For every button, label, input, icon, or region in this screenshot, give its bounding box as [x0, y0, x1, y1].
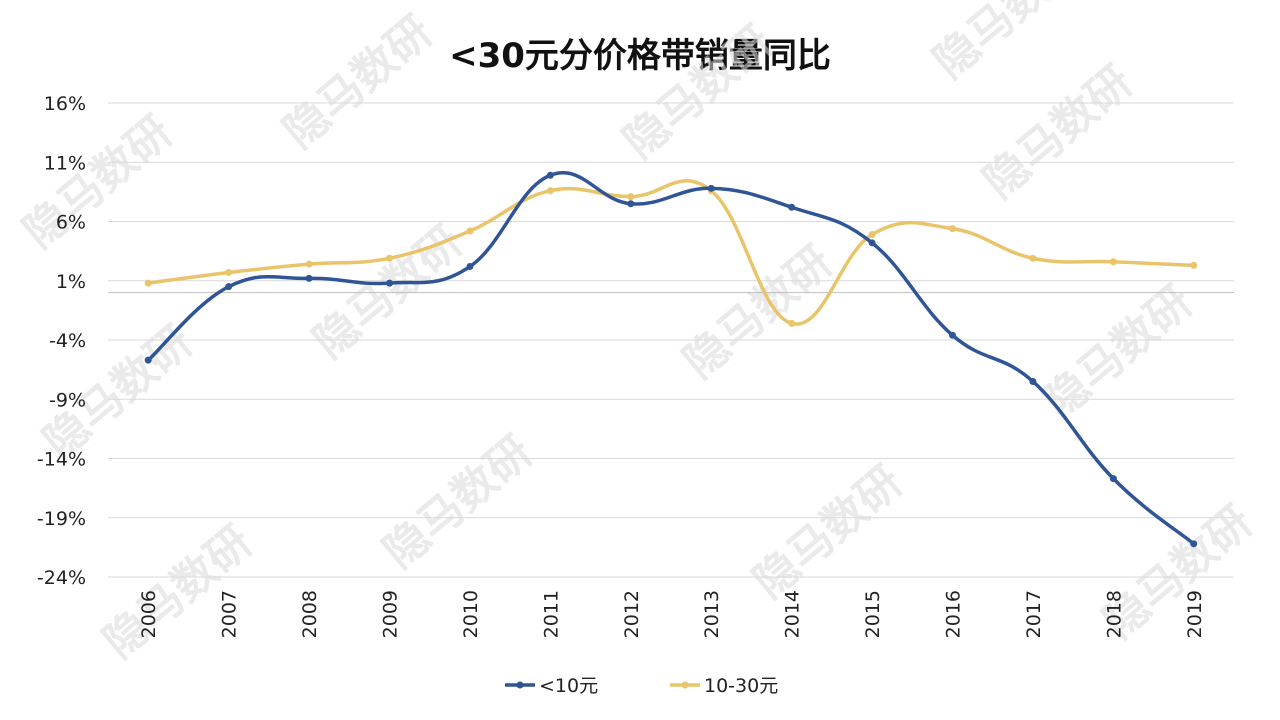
watermark-text: 隐马数研	[924, 0, 1092, 88]
grid-lines	[108, 102, 1234, 578]
data-point	[788, 319, 796, 327]
data-point	[1109, 475, 1117, 483]
data-point	[546, 187, 554, 195]
x-tick-label: 2017	[1023, 590, 1045, 638]
data-point	[546, 171, 554, 179]
data-point	[466, 263, 474, 271]
y-tick-label: -19%	[37, 508, 86, 530]
data-point	[466, 227, 474, 235]
series-1	[144, 179, 1198, 327]
watermark-text: 隐马数研	[614, 16, 782, 168]
data-point	[305, 274, 313, 282]
data-point	[386, 254, 393, 262]
x-tick-label: 2007	[219, 590, 241, 638]
legend: <10元 10-30元	[505, 675, 778, 697]
y-tick-label: -9%	[49, 389, 86, 411]
y-axis-ticks: 16% 11% 6% 1% -4% -9% -14% -19% -24%	[37, 93, 86, 589]
legend-label: 10-30元	[704, 675, 778, 697]
chart-title: <30元分价格带销量同比	[449, 36, 831, 76]
y-tick-label: -24%	[37, 567, 86, 589]
watermark-text: 隐马数研	[14, 106, 182, 258]
watermark-text: 隐马数研	[974, 56, 1142, 208]
data-point	[868, 231, 876, 239]
data-point	[949, 225, 956, 233]
data-point	[144, 356, 152, 364]
watermark-text: 隐马数研	[744, 456, 912, 608]
data-point	[144, 279, 152, 287]
data-point	[1029, 254, 1037, 262]
data-point	[225, 268, 233, 276]
x-tick-label: 2019	[1184, 590, 1206, 638]
x-tick-label: 2012	[621, 590, 643, 638]
data-point	[305, 260, 313, 268]
data-point	[1029, 377, 1037, 385]
watermark-text: 隐马数研	[1034, 276, 1202, 428]
x-tick-label: 2013	[701, 590, 723, 638]
legend-marker	[516, 681, 524, 689]
watermark-text: 隐马数研	[374, 426, 542, 578]
y-tick-label: 16%	[44, 93, 86, 115]
series-0	[144, 171, 1198, 548]
legend-marker	[681, 681, 689, 689]
y-tick-label: 1%	[56, 271, 86, 293]
x-tick-label: 2015	[862, 590, 884, 638]
x-tick-label: 2018	[1103, 590, 1125, 638]
x-tick-label: 2010	[460, 590, 482, 638]
x-tick-label: 2006	[138, 590, 160, 638]
data-point	[1190, 540, 1198, 548]
legend-item: 10-30元	[670, 675, 778, 697]
data-point	[1109, 258, 1117, 266]
data-point	[868, 239, 876, 247]
legend-label: <10元	[539, 675, 598, 697]
data-point	[1190, 261, 1198, 269]
data-point	[788, 203, 796, 211]
data-point	[707, 184, 715, 192]
y-tick-label: 11%	[44, 152, 86, 174]
series-line	[146, 171, 1196, 546]
y-tick-label: -14%	[37, 449, 86, 471]
x-tick-label: 2016	[943, 590, 965, 638]
series-layer	[144, 171, 1198, 548]
y-tick-label: 6%	[56, 212, 86, 234]
legend-item: <10元	[505, 675, 598, 697]
data-point	[627, 200, 635, 208]
data-point	[949, 331, 956, 339]
x-tick-label: 2014	[782, 590, 804, 638]
data-point	[386, 279, 393, 287]
x-tick-label: 2009	[380, 590, 402, 638]
series-line	[146, 179, 1196, 326]
watermark-text: 隐马数研	[274, 6, 442, 158]
x-axis-ticks: 2006 2007 2008 2009 2010 2011 2012 2013 2014 2015…	[138, 590, 1206, 638]
y-tick-label: -4%	[49, 330, 86, 352]
x-tick-label: 2008	[299, 590, 321, 638]
data-point	[225, 283, 233, 291]
x-tick-label: 2011	[540, 590, 562, 638]
data-point	[627, 193, 635, 201]
